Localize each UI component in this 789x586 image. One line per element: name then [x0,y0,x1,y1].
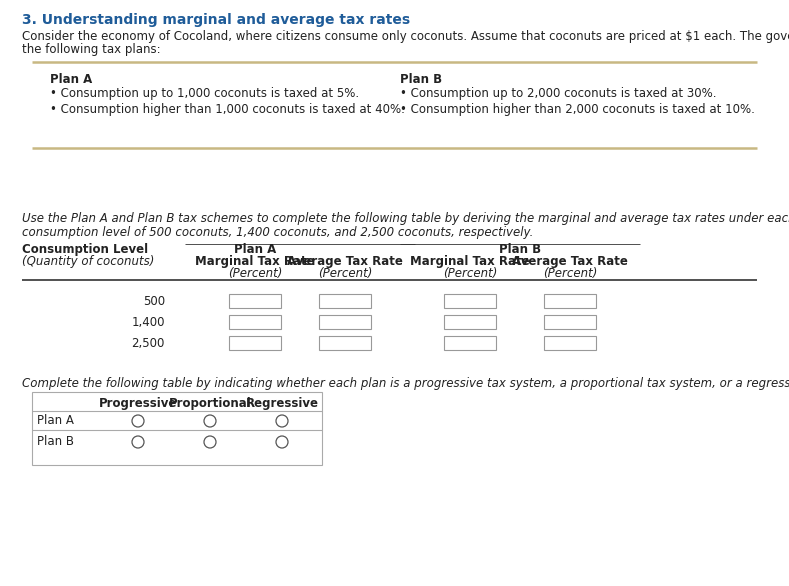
Text: Complete the following table by indicating whether each plan is a progressive ta: Complete the following table by indicati… [22,377,789,390]
Text: • Consumption up to 2,000 coconuts is taxed at 30%.: • Consumption up to 2,000 coconuts is ta… [400,87,716,100]
Text: Average Tax Rate: Average Tax Rate [287,255,403,268]
Text: Plan A: Plan A [234,243,276,256]
Text: 2,500: 2,500 [132,337,165,350]
Text: 1,400: 1,400 [132,316,165,329]
Text: Progressive: Progressive [99,397,178,410]
Bar [444,336,496,350]
Text: Average Tax Rate: Average Tax Rate [512,255,628,268]
Bar [319,294,371,308]
Bar [444,294,496,308]
Text: (Percent): (Percent) [543,267,597,280]
Circle shape [132,436,144,448]
Text: Plan A: Plan A [50,73,92,86]
Text: (Percent): (Percent) [228,267,282,280]
Text: 3. Understanding marginal and average tax rates: 3. Understanding marginal and average ta… [22,13,410,27]
Text: Proportional: Proportional [169,397,252,410]
Text: consumption level of 500 coconuts, 1,400 coconuts, and 2,500 coconuts, respectiv: consumption level of 500 coconuts, 1,400… [22,226,533,239]
Bar [229,294,281,308]
Text: Plan B: Plan B [37,435,74,448]
Bar [544,336,596,350]
Circle shape [276,436,288,448]
Text: Consumption Level: Consumption Level [22,243,148,256]
Text: Plan B: Plan B [400,73,442,86]
Circle shape [276,415,288,427]
Text: Plan A: Plan A [37,414,74,427]
Text: • Consumption higher than 1,000 coconuts is taxed at 40%.: • Consumption higher than 1,000 coconuts… [50,103,405,116]
Text: Plan B: Plan B [499,243,541,256]
Text: Regressive: Regressive [245,397,319,410]
Text: • Consumption up to 1,000 coconuts is taxed at 5%.: • Consumption up to 1,000 coconuts is ta… [50,87,359,100]
Text: Consider the economy of Cocoland, where citizens consume only coconuts. Assume t: Consider the economy of Cocoland, where … [22,30,789,43]
Bar [544,294,596,308]
Text: (Percent): (Percent) [443,267,497,280]
Bar [319,336,371,350]
Bar [229,315,281,329]
Bar [229,336,281,350]
Text: 500: 500 [143,295,165,308]
Text: (Quantity of coconuts): (Quantity of coconuts) [22,255,155,268]
Bar [32,392,322,465]
Text: the following tax plans:: the following tax plans: [22,43,161,56]
Bar [544,315,596,329]
Text: Marginal Tax Rate: Marginal Tax Rate [410,255,529,268]
Text: Use the Plan A and Plan B tax schemes to complete the following table by derivin: Use the Plan A and Plan B tax schemes to… [22,212,789,225]
Bar [444,315,496,329]
Bar [319,315,371,329]
Circle shape [204,436,216,448]
Text: Marginal Tax Rate: Marginal Tax Rate [195,255,315,268]
Text: (Percent): (Percent) [318,267,372,280]
Text: • Consumption higher than 2,000 coconuts is taxed at 10%.: • Consumption higher than 2,000 coconuts… [400,103,755,116]
Circle shape [204,415,216,427]
Circle shape [132,415,144,427]
